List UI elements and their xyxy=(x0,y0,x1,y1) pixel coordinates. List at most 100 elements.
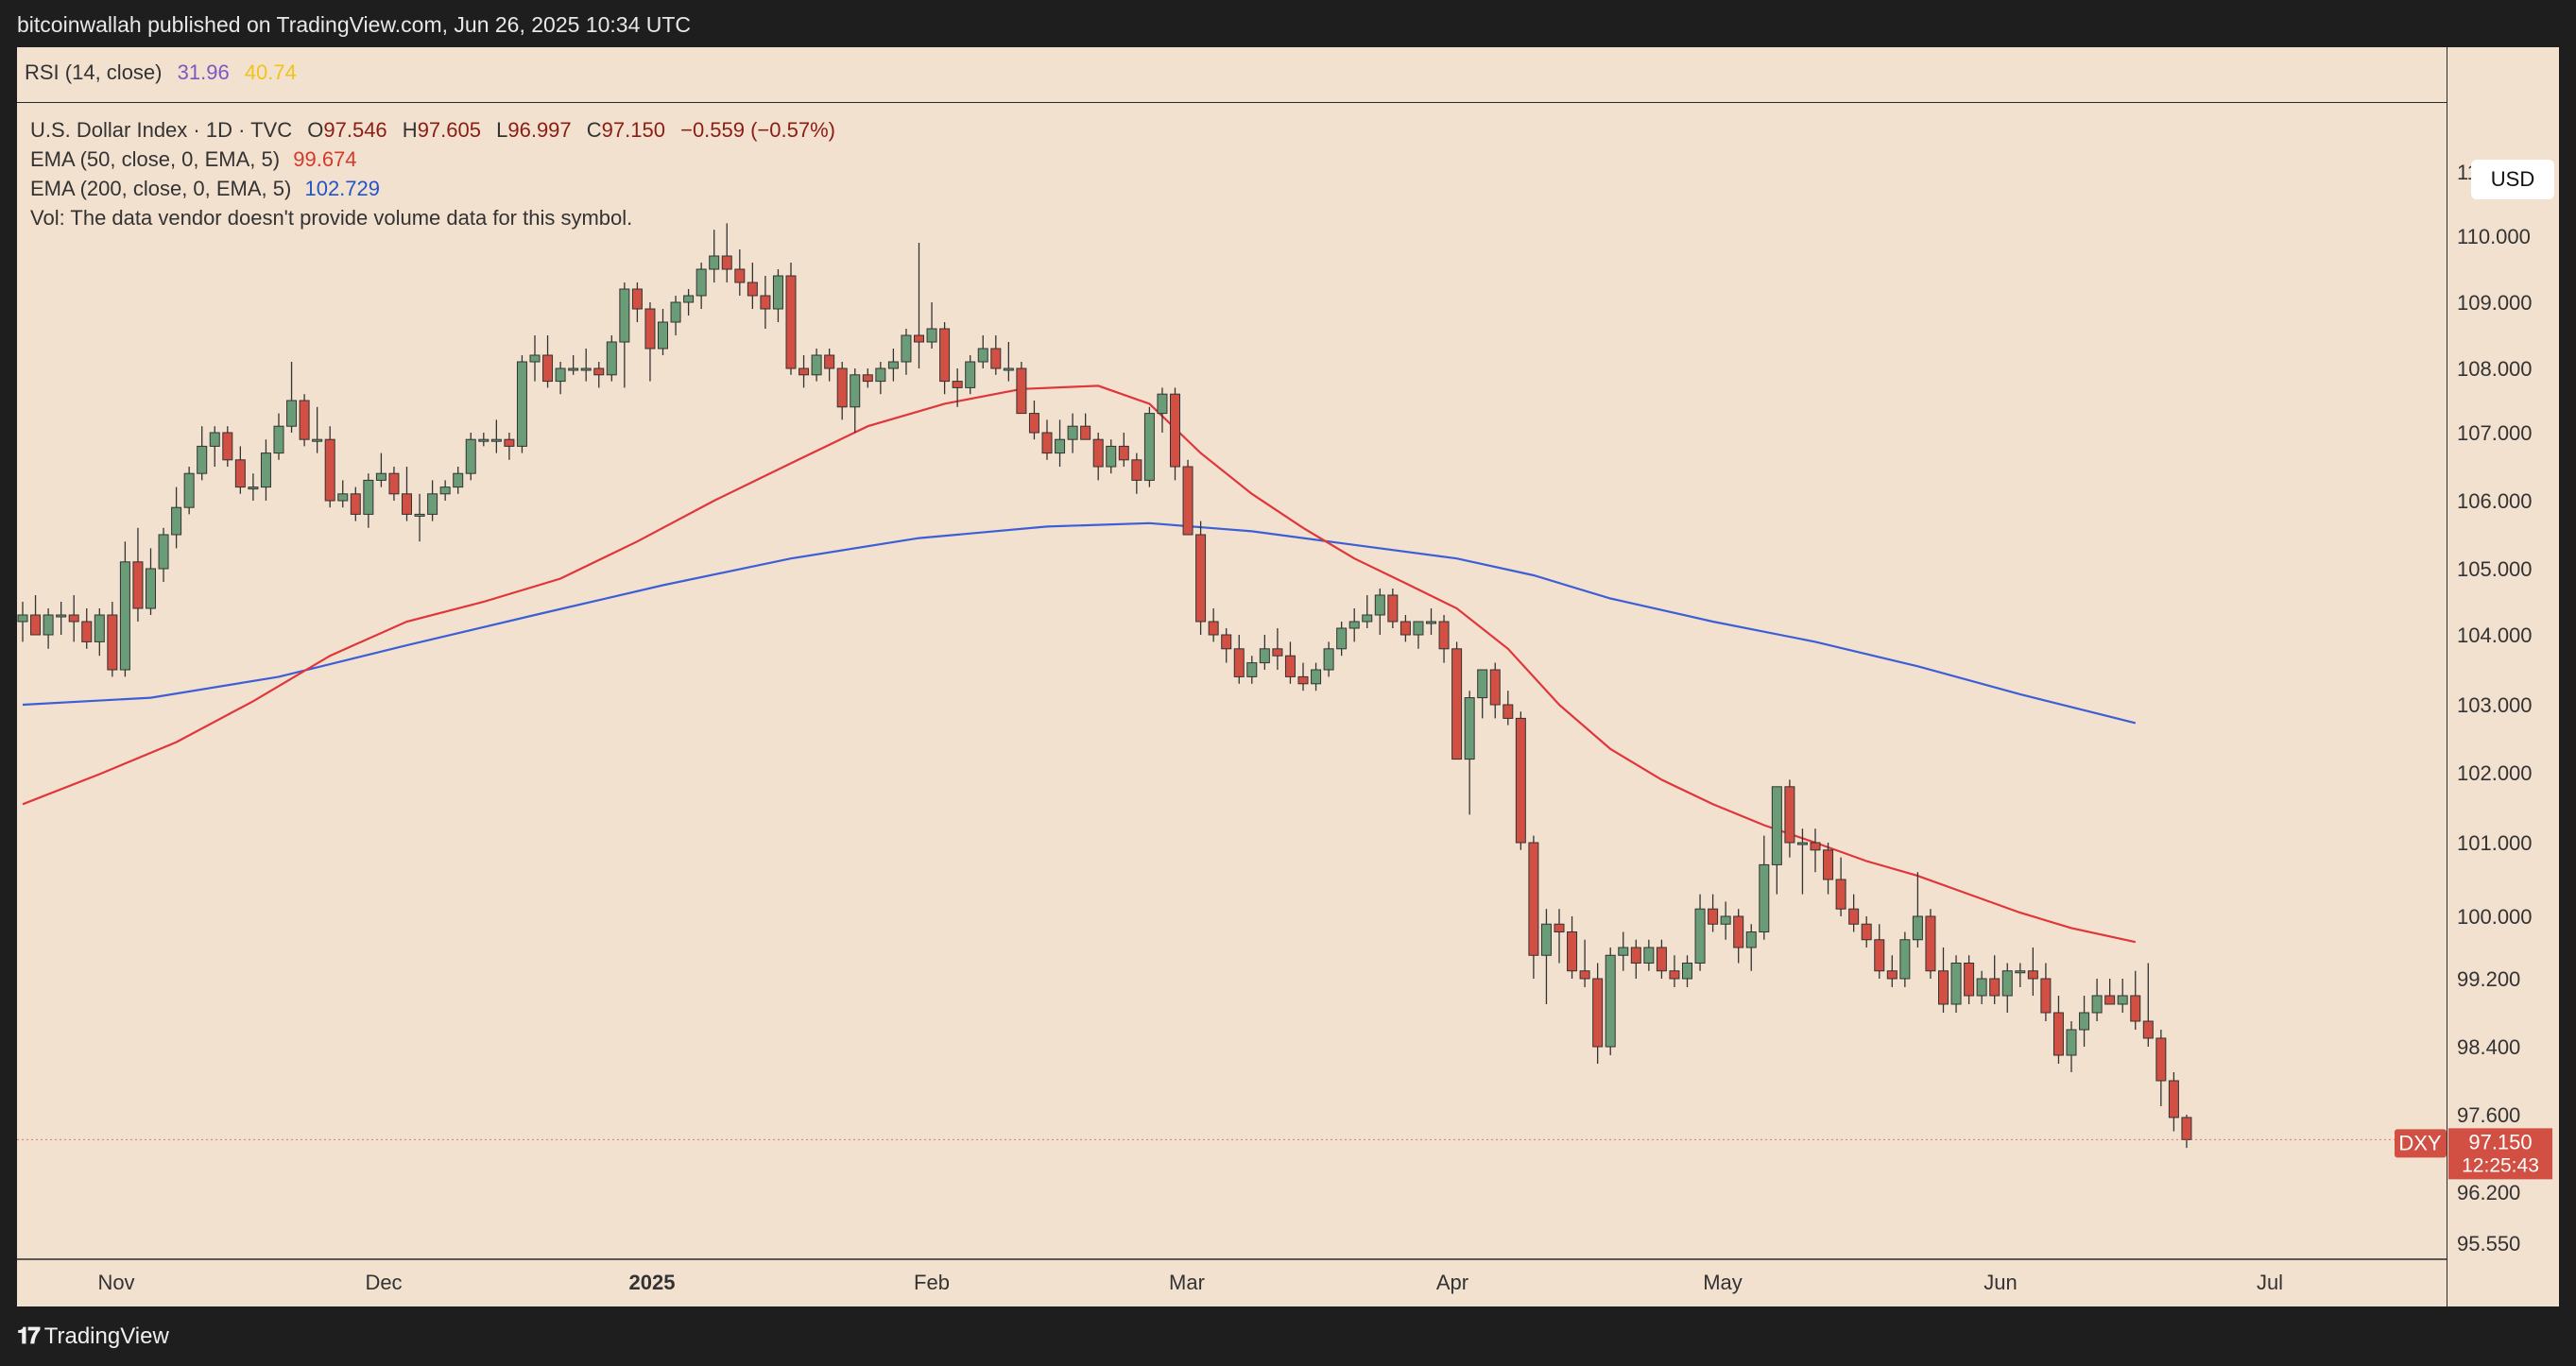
candle[interactable] xyxy=(2155,1030,2167,1106)
candle[interactable] xyxy=(1964,955,1975,1004)
candle[interactable] xyxy=(683,289,695,316)
candle[interactable] xyxy=(337,480,349,508)
candle[interactable] xyxy=(158,527,169,582)
candle[interactable] xyxy=(772,269,783,322)
candle[interactable] xyxy=(1771,786,1782,895)
candle[interactable] xyxy=(171,487,182,549)
candle[interactable] xyxy=(709,230,720,282)
candle[interactable] xyxy=(2168,1072,2179,1132)
candle[interactable] xyxy=(1708,894,1719,932)
candle[interactable] xyxy=(1823,843,1834,895)
candle[interactable] xyxy=(2066,1021,2077,1072)
candle[interactable] xyxy=(1938,948,1949,1013)
candle[interactable] xyxy=(824,349,835,382)
candle[interactable] xyxy=(1682,955,1692,987)
candle[interactable] xyxy=(1784,779,1795,858)
candle[interactable] xyxy=(119,541,130,677)
candle[interactable] xyxy=(504,433,515,460)
candle[interactable] xyxy=(56,602,67,635)
candle[interactable] xyxy=(555,362,566,395)
candle[interactable] xyxy=(914,243,924,368)
candle[interactable] xyxy=(350,487,361,521)
candle[interactable] xyxy=(17,602,28,642)
candle[interactable] xyxy=(222,426,233,467)
candle[interactable] xyxy=(1426,608,1436,635)
candle[interactable] xyxy=(1925,909,1936,979)
candle[interactable] xyxy=(862,368,873,388)
candle[interactable] xyxy=(375,452,386,487)
candle[interactable] xyxy=(1028,401,1039,440)
candle[interactable] xyxy=(1835,857,1846,916)
candle[interactable] xyxy=(1413,621,1424,649)
candle[interactable] xyxy=(43,608,54,649)
candle[interactable] xyxy=(439,480,451,501)
candle[interactable] xyxy=(760,276,771,329)
candle[interactable] xyxy=(299,394,310,447)
candle[interactable] xyxy=(1208,608,1219,642)
candle[interactable] xyxy=(977,335,988,368)
candle[interactable] xyxy=(836,362,848,420)
candle[interactable] xyxy=(1106,439,1117,474)
candle[interactable] xyxy=(850,368,861,433)
tradingview-logo[interactable]: 𝟏𝟕 TradingView xyxy=(17,1323,169,1350)
candle[interactable] xyxy=(197,426,208,481)
candle[interactable] xyxy=(2091,979,2103,1021)
candle[interactable] xyxy=(734,249,746,296)
candle[interactable] xyxy=(1720,901,1731,940)
candle[interactable] xyxy=(2040,963,2052,1022)
candle[interactable] xyxy=(1348,608,1360,642)
candle[interactable] xyxy=(2142,963,2154,1048)
candle[interactable] xyxy=(234,446,246,494)
candle[interactable] xyxy=(1874,924,1885,979)
candle[interactable] xyxy=(107,602,118,677)
candle[interactable] xyxy=(785,263,797,375)
candle[interactable] xyxy=(1118,433,1129,467)
candle[interactable] xyxy=(1848,894,1860,932)
rsi-pane[interactable]: RSI (14, close) 31.96 40.74 xyxy=(17,47,2447,103)
candle[interactable] xyxy=(658,309,668,355)
candle[interactable] xyxy=(811,349,822,382)
candle[interactable] xyxy=(1796,828,1808,895)
candle[interactable] xyxy=(1041,419,1053,460)
candle[interactable] xyxy=(1759,835,1770,940)
candle[interactable] xyxy=(593,362,605,388)
candle[interactable] xyxy=(490,419,502,453)
candle[interactable] xyxy=(1630,939,1641,979)
candle[interactable] xyxy=(453,467,464,494)
candle[interactable] xyxy=(1182,459,1194,536)
candle[interactable] xyxy=(30,595,42,636)
candle[interactable] xyxy=(644,302,656,382)
candle[interactable] xyxy=(1233,635,1245,684)
candle[interactable] xyxy=(1515,711,1526,850)
candle[interactable] xyxy=(324,426,335,508)
candle[interactable] xyxy=(670,296,681,335)
candle[interactable] xyxy=(2181,1115,2192,1149)
candle[interactable] xyxy=(363,473,374,528)
candle[interactable] xyxy=(939,322,951,395)
candle[interactable] xyxy=(2104,979,2116,1005)
candle[interactable] xyxy=(1259,635,1270,670)
candle[interactable] xyxy=(1080,413,1091,440)
candle[interactable] xyxy=(1989,955,2001,1004)
candle[interactable] xyxy=(1886,955,1898,987)
candle[interactable] xyxy=(2130,970,2141,1030)
candle[interactable] xyxy=(273,413,284,460)
candle[interactable] xyxy=(414,493,425,542)
candle[interactable] xyxy=(183,467,195,515)
candle[interactable] xyxy=(887,349,899,382)
candle[interactable] xyxy=(402,467,412,521)
candle[interactable] xyxy=(312,406,323,453)
candle[interactable] xyxy=(529,335,541,382)
candle[interactable] xyxy=(2001,963,2013,1014)
candle[interactable] xyxy=(1656,939,1667,979)
candle[interactable] xyxy=(1669,955,1680,987)
candle[interactable] xyxy=(1810,828,1821,873)
candle[interactable] xyxy=(542,335,554,388)
candle[interactable] xyxy=(2052,996,2064,1064)
currency-button[interactable]: USD xyxy=(2471,160,2554,199)
candle[interactable] xyxy=(1387,589,1399,628)
candle[interactable] xyxy=(260,439,271,501)
candle[interactable] xyxy=(1362,595,1373,628)
candle[interactable] xyxy=(68,595,79,642)
chart-frame[interactable]: RSI (14, close) 31.96 40.74 111.000110.0… xyxy=(17,47,2559,1306)
